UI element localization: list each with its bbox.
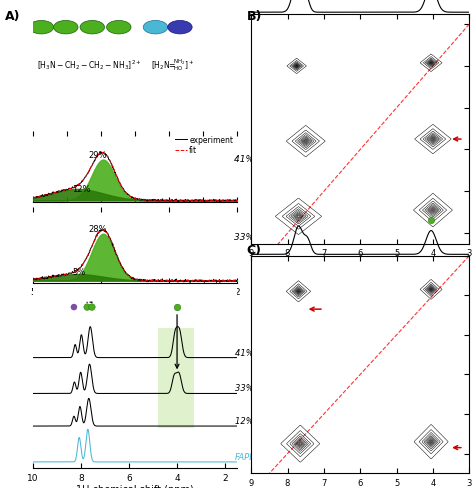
experiment <box>230 198 236 204</box>
fit <box>230 278 236 284</box>
experiment <box>187 200 193 205</box>
experiment <box>234 198 240 203</box>
Text: 33% en: 33% en <box>235 384 266 393</box>
Circle shape <box>29 21 54 35</box>
fit <box>30 195 36 201</box>
Text: 33% en: 33% en <box>234 232 268 242</box>
X-axis label: 1H chemical shift (ppm): 1H chemical shift (ppm) <box>81 298 190 307</box>
fit <box>198 198 203 204</box>
fit <box>230 198 236 204</box>
fit <box>129 275 135 281</box>
experiment <box>198 197 204 203</box>
experiment <box>129 276 135 282</box>
Text: 29%: 29% <box>88 150 107 160</box>
Text: FAPbBr₃: FAPbBr₃ <box>235 452 268 461</box>
Circle shape <box>143 21 168 35</box>
Text: A): A) <box>5 10 20 23</box>
experiment <box>230 278 236 284</box>
experiment <box>198 277 204 283</box>
fit <box>234 278 240 284</box>
Text: 12%: 12% <box>72 184 91 194</box>
fit <box>152 198 158 203</box>
X-axis label: 1H chemical shift (ppm): 1H chemical shift (ppm) <box>76 484 194 488</box>
Bar <box>158 328 194 428</box>
experiment <box>187 280 193 286</box>
Line: fit: fit <box>33 230 237 281</box>
Text: 12% en: 12% en <box>235 416 266 425</box>
Legend: experiment, fit: experiment, fit <box>175 136 233 155</box>
experiment <box>30 276 36 282</box>
fit <box>234 198 240 204</box>
Circle shape <box>54 21 78 35</box>
experiment <box>152 277 158 283</box>
Point <box>88 304 96 311</box>
experiment <box>141 277 147 283</box>
Line: fit: fit <box>33 153 237 201</box>
Text: $[\rm H_3N-CH_2-CH_2-NH_3]^{2+}$: $[\rm H_3N-CH_2-CH_2-NH_3]^{2+}$ <box>37 58 142 72</box>
Text: 28%: 28% <box>88 224 107 233</box>
Line: experiment: experiment <box>33 230 237 283</box>
experiment <box>101 227 107 233</box>
Point <box>70 304 78 311</box>
fit <box>100 227 105 233</box>
fit <box>30 277 36 283</box>
experiment <box>129 196 135 202</box>
fit <box>128 194 133 200</box>
experiment <box>128 194 133 200</box>
experiment <box>128 275 133 281</box>
fit <box>198 278 203 284</box>
Text: 41% en: 41% en <box>235 348 266 357</box>
experiment <box>99 150 104 156</box>
experiment <box>152 197 158 203</box>
fit <box>129 195 135 201</box>
experiment <box>141 197 147 203</box>
Point <box>173 304 181 311</box>
fit <box>100 150 105 156</box>
Circle shape <box>168 21 192 35</box>
fit <box>141 198 147 203</box>
Text: 41% en: 41% en <box>234 155 268 164</box>
Text: $[\rm H_2N\!\!=\!\!{}^{NH_2}_{HO}]^+$: $[\rm H_2N\!\!=\!\!{}^{NH_2}_{HO}]^+$ <box>151 57 195 73</box>
Circle shape <box>107 21 131 35</box>
Circle shape <box>80 21 104 35</box>
fit <box>141 278 147 284</box>
Point <box>83 304 91 311</box>
Text: C): C) <box>246 244 262 257</box>
Text: 5%: 5% <box>72 267 85 277</box>
Text: B): B) <box>246 10 262 23</box>
fit <box>152 278 158 284</box>
Line: experiment: experiment <box>33 153 237 203</box>
fit <box>128 274 133 280</box>
experiment <box>234 278 240 284</box>
experiment <box>30 195 36 201</box>
